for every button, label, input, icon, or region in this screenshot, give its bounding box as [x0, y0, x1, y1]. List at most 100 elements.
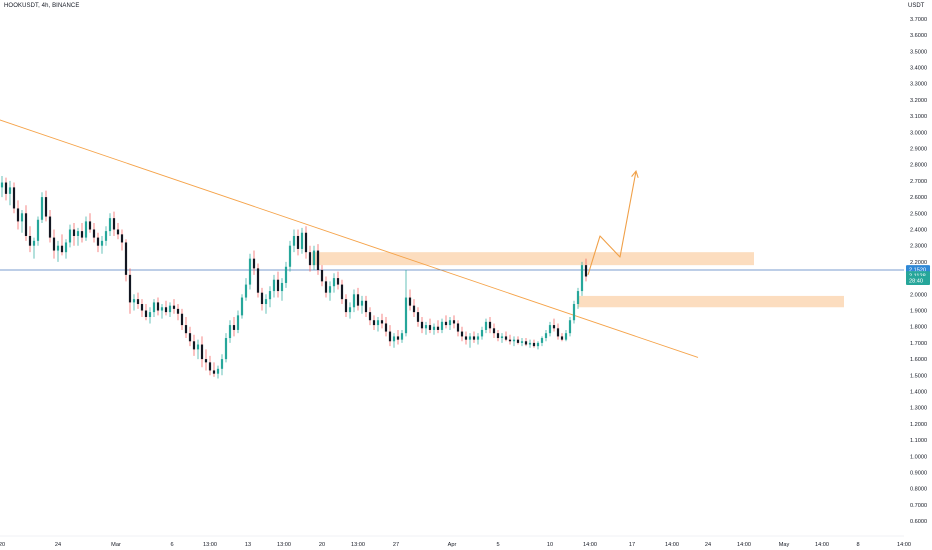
candle-body	[144, 310, 148, 317]
y-tick-label: 2.0000	[910, 292, 927, 298]
candle-body	[416, 312, 420, 322]
candle-body	[0, 182, 4, 188]
candle-body	[388, 331, 392, 342]
candle-body	[456, 323, 460, 332]
y-tick-label: 3.1000	[910, 114, 927, 120]
candle	[572, 300, 576, 324]
candle-body	[412, 305, 416, 313]
candle	[276, 271, 280, 298]
candle-body	[188, 333, 192, 342]
candle	[236, 310, 240, 334]
candle-body	[252, 258, 256, 269]
candle	[384, 316, 388, 337]
candle-body	[232, 325, 236, 330]
candle-body	[112, 218, 116, 230]
x-tick-label: 8	[856, 542, 859, 548]
candle-body	[460, 331, 464, 337]
candle	[444, 315, 448, 329]
candle	[20, 210, 24, 233]
candle	[252, 250, 256, 275]
candle	[496, 329, 500, 342]
candle-body	[536, 342, 540, 347]
candle-body	[496, 333, 500, 339]
candle	[148, 307, 152, 324]
candle	[268, 286, 272, 308]
candle	[212, 362, 216, 377]
candle-body	[448, 320, 452, 326]
candle-body	[44, 197, 48, 217]
candle-body	[488, 321, 492, 329]
candle-body	[36, 219, 40, 241]
candle	[452, 315, 456, 329]
candle-body	[444, 321, 448, 326]
price-tag-bg	[906, 276, 930, 286]
candle	[396, 329, 400, 345]
x-tick-label: 13:00	[277, 542, 291, 548]
candle-body	[128, 274, 132, 303]
candle	[332, 273, 336, 293]
candle	[196, 339, 200, 360]
candle-body	[572, 304, 576, 321]
candle	[108, 213, 112, 236]
candle-body	[280, 282, 284, 292]
y-tick-label: 2.2000	[910, 260, 927, 266]
candle	[76, 227, 80, 246]
y-tick-label: 2.9000	[910, 147, 927, 153]
support-zone	[578, 295, 844, 308]
candle	[44, 190, 48, 222]
candle-body	[72, 229, 76, 236]
candle	[36, 216, 40, 246]
candle-body	[524, 341, 528, 345]
candle	[316, 244, 320, 275]
candle-body	[216, 368, 220, 374]
candle	[40, 192, 44, 224]
candle	[308, 245, 312, 272]
candle	[284, 261, 288, 288]
candle	[336, 271, 340, 290]
candle	[120, 229, 124, 251]
candle-body	[292, 235, 296, 246]
x-tick-label: 14:00	[737, 542, 751, 548]
candle	[128, 268, 132, 314]
candle-body	[432, 326, 436, 330]
candle-body	[564, 333, 568, 340]
candle-body	[548, 325, 552, 334]
candle-body	[276, 279, 280, 292]
candle-body	[16, 208, 20, 222]
candle	[4, 177, 8, 201]
candle	[556, 323, 560, 340]
candle	[328, 281, 332, 301]
candle-body	[340, 284, 344, 300]
candle	[72, 223, 76, 246]
candle-body	[132, 299, 136, 303]
candle	[92, 223, 96, 243]
y-tick-label: 3.4000	[910, 66, 927, 72]
candle-body	[24, 213, 28, 236]
y-tick-label: 1.5000	[910, 373, 927, 379]
price-axis[interactable]: 0.6000 0.7000 0.8000 0.9000 1.0000 1.1000 1.20…	[906, 17, 930, 525]
candle-body	[84, 221, 88, 238]
candle-body	[288, 245, 292, 267]
descending-trendline	[0, 119, 699, 358]
candle-body	[368, 312, 372, 321]
candle-body	[76, 231, 80, 236]
candle-body	[372, 320, 376, 326]
candle	[48, 210, 52, 243]
candle-body	[100, 240, 104, 246]
candle	[28, 226, 32, 253]
candle-body	[556, 328, 560, 337]
candle-body	[28, 235, 32, 246]
candle-body	[312, 250, 316, 266]
time-axis[interactable]: 20 24 Mar 6 13:00 13 13:00 20 13:00 27 Apr 5 10 14:00…	[0, 535, 932, 548]
y-tick-label: 1.4000	[910, 390, 927, 396]
x-tick-label: 13	[245, 542, 251, 548]
candle-body	[92, 229, 96, 238]
candle	[408, 289, 412, 311]
candle-body	[568, 320, 572, 334]
candle-body	[576, 291, 580, 305]
candle	[172, 299, 176, 314]
candle-body	[380, 320, 384, 324]
candle-body	[248, 258, 252, 285]
candle	[8, 180, 12, 206]
